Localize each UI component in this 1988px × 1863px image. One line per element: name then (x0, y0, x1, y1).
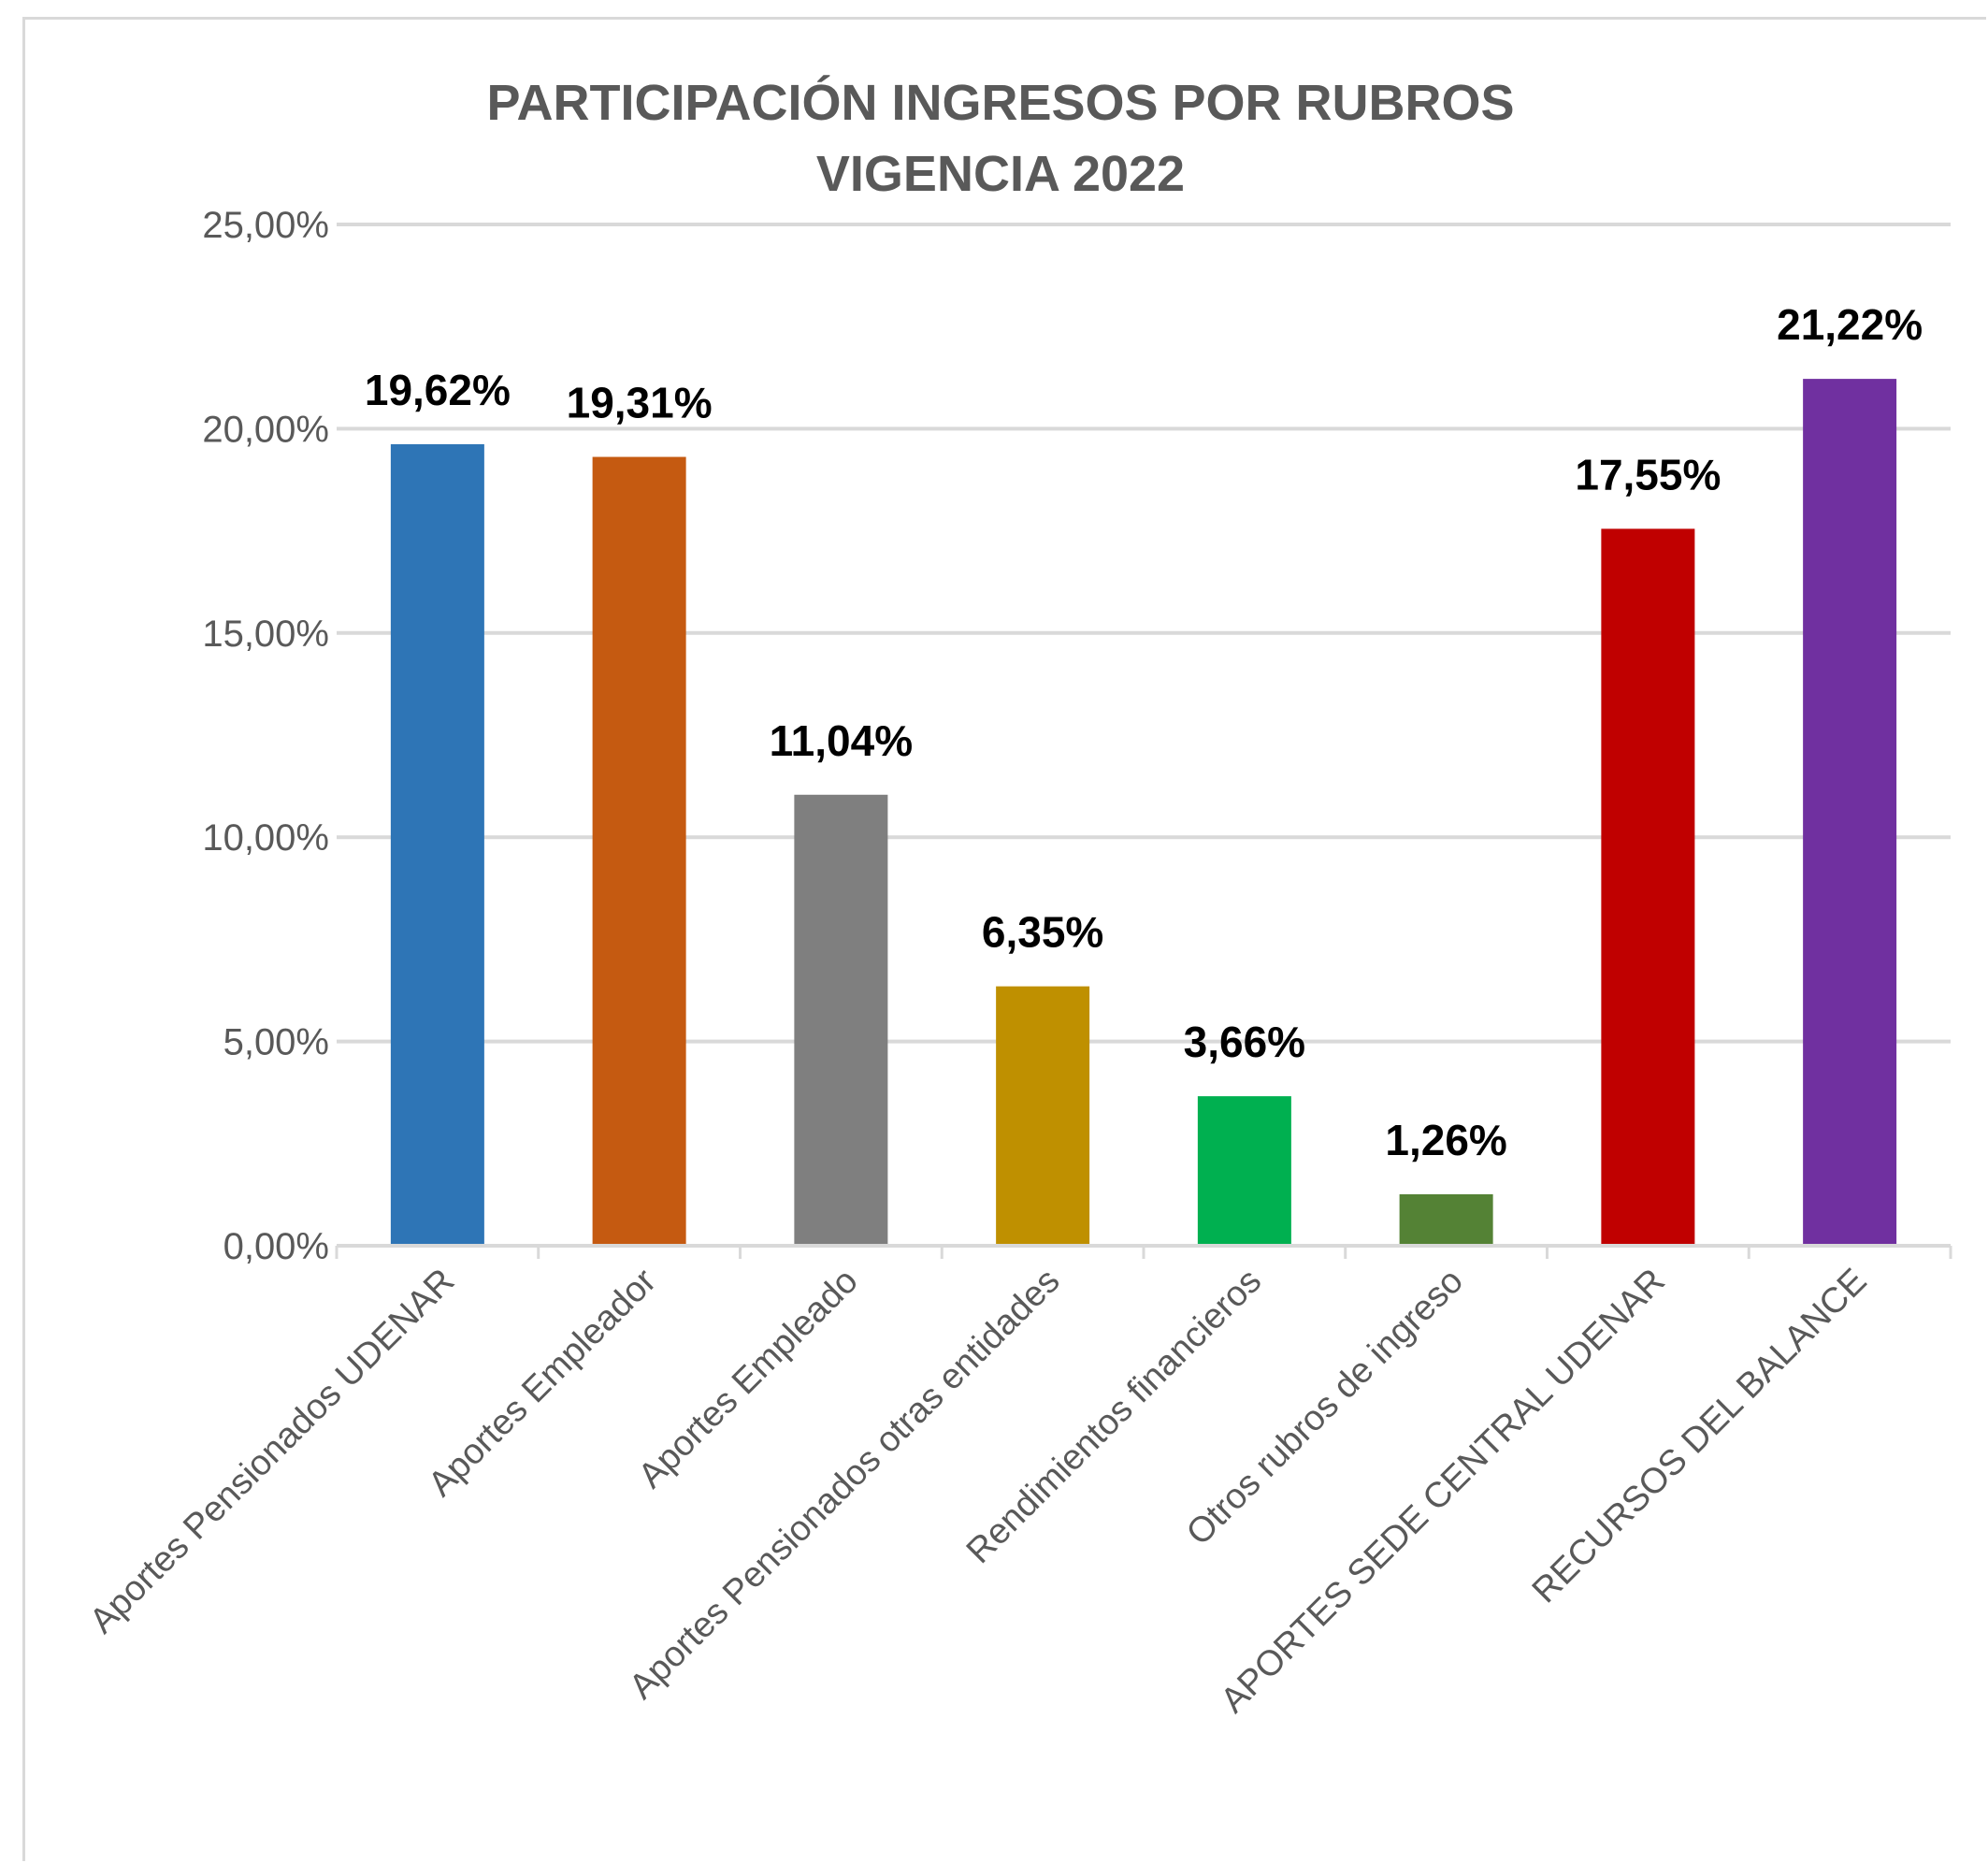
bar (794, 794, 888, 1246)
bar (1197, 1096, 1291, 1246)
bar (592, 456, 686, 1247)
data-labels: 19,62% 19,31% 11,04% 6,35% 3,66% 1,26% 17,55% 2… (365, 300, 1923, 1164)
bar (996, 986, 1090, 1246)
y-axis: 0,00% 5,00% 10,00% 15,00% 20,00% 25,00% (202, 205, 329, 1267)
x-category-label: Aportes Pensionados otras entidades (622, 1262, 1067, 1707)
data-label: 17,55% (1575, 450, 1721, 498)
y-tick-label: 20,00% (202, 409, 329, 450)
chart-title: PARTICIPACIÓN INGRESOS POR RUBROS VIGENC… (0, 67, 1988, 209)
chart-subtitle: VIGENCIA 2022 (815, 146, 1186, 202)
data-label: 11,04% (770, 716, 913, 765)
data-label: 19,31% (567, 379, 713, 427)
y-tick-label: 10,00% (202, 817, 329, 859)
x-category-label: Aportes Empleado (631, 1262, 866, 1496)
y-tick-label: 25,00% (202, 205, 329, 246)
data-label: 1,26% (1385, 1116, 1506, 1164)
bar (1803, 379, 1897, 1246)
bar (390, 443, 484, 1246)
bar (1601, 528, 1695, 1246)
bars (390, 379, 1897, 1247)
x-category-label: Aportes Empleador (421, 1261, 664, 1504)
gridlines (337, 223, 1951, 1044)
x-category-label: Aportes Pensionados UDENAR (82, 1262, 462, 1641)
y-tick-label: 15,00% (202, 614, 329, 655)
y-tick-label: 5,00% (223, 1022, 329, 1063)
x-category-label: APORTES SEDE CENTRAL UDENAR (1214, 1262, 1673, 1721)
y-tick-label: 0,00% (223, 1226, 329, 1267)
data-label: 21,22% (1777, 300, 1923, 349)
x-category-label: RECURSOS DEL BALANCE (1525, 1262, 1875, 1611)
data-label: 3,66% (1184, 1018, 1305, 1066)
bar (1399, 1193, 1493, 1246)
chart-title-line1: PARTICIPACIÓN INGRESOS POR RUBROS (486, 75, 1515, 131)
data-label: 19,62% (365, 366, 511, 414)
data-label: 6,35% (982, 908, 1103, 957)
